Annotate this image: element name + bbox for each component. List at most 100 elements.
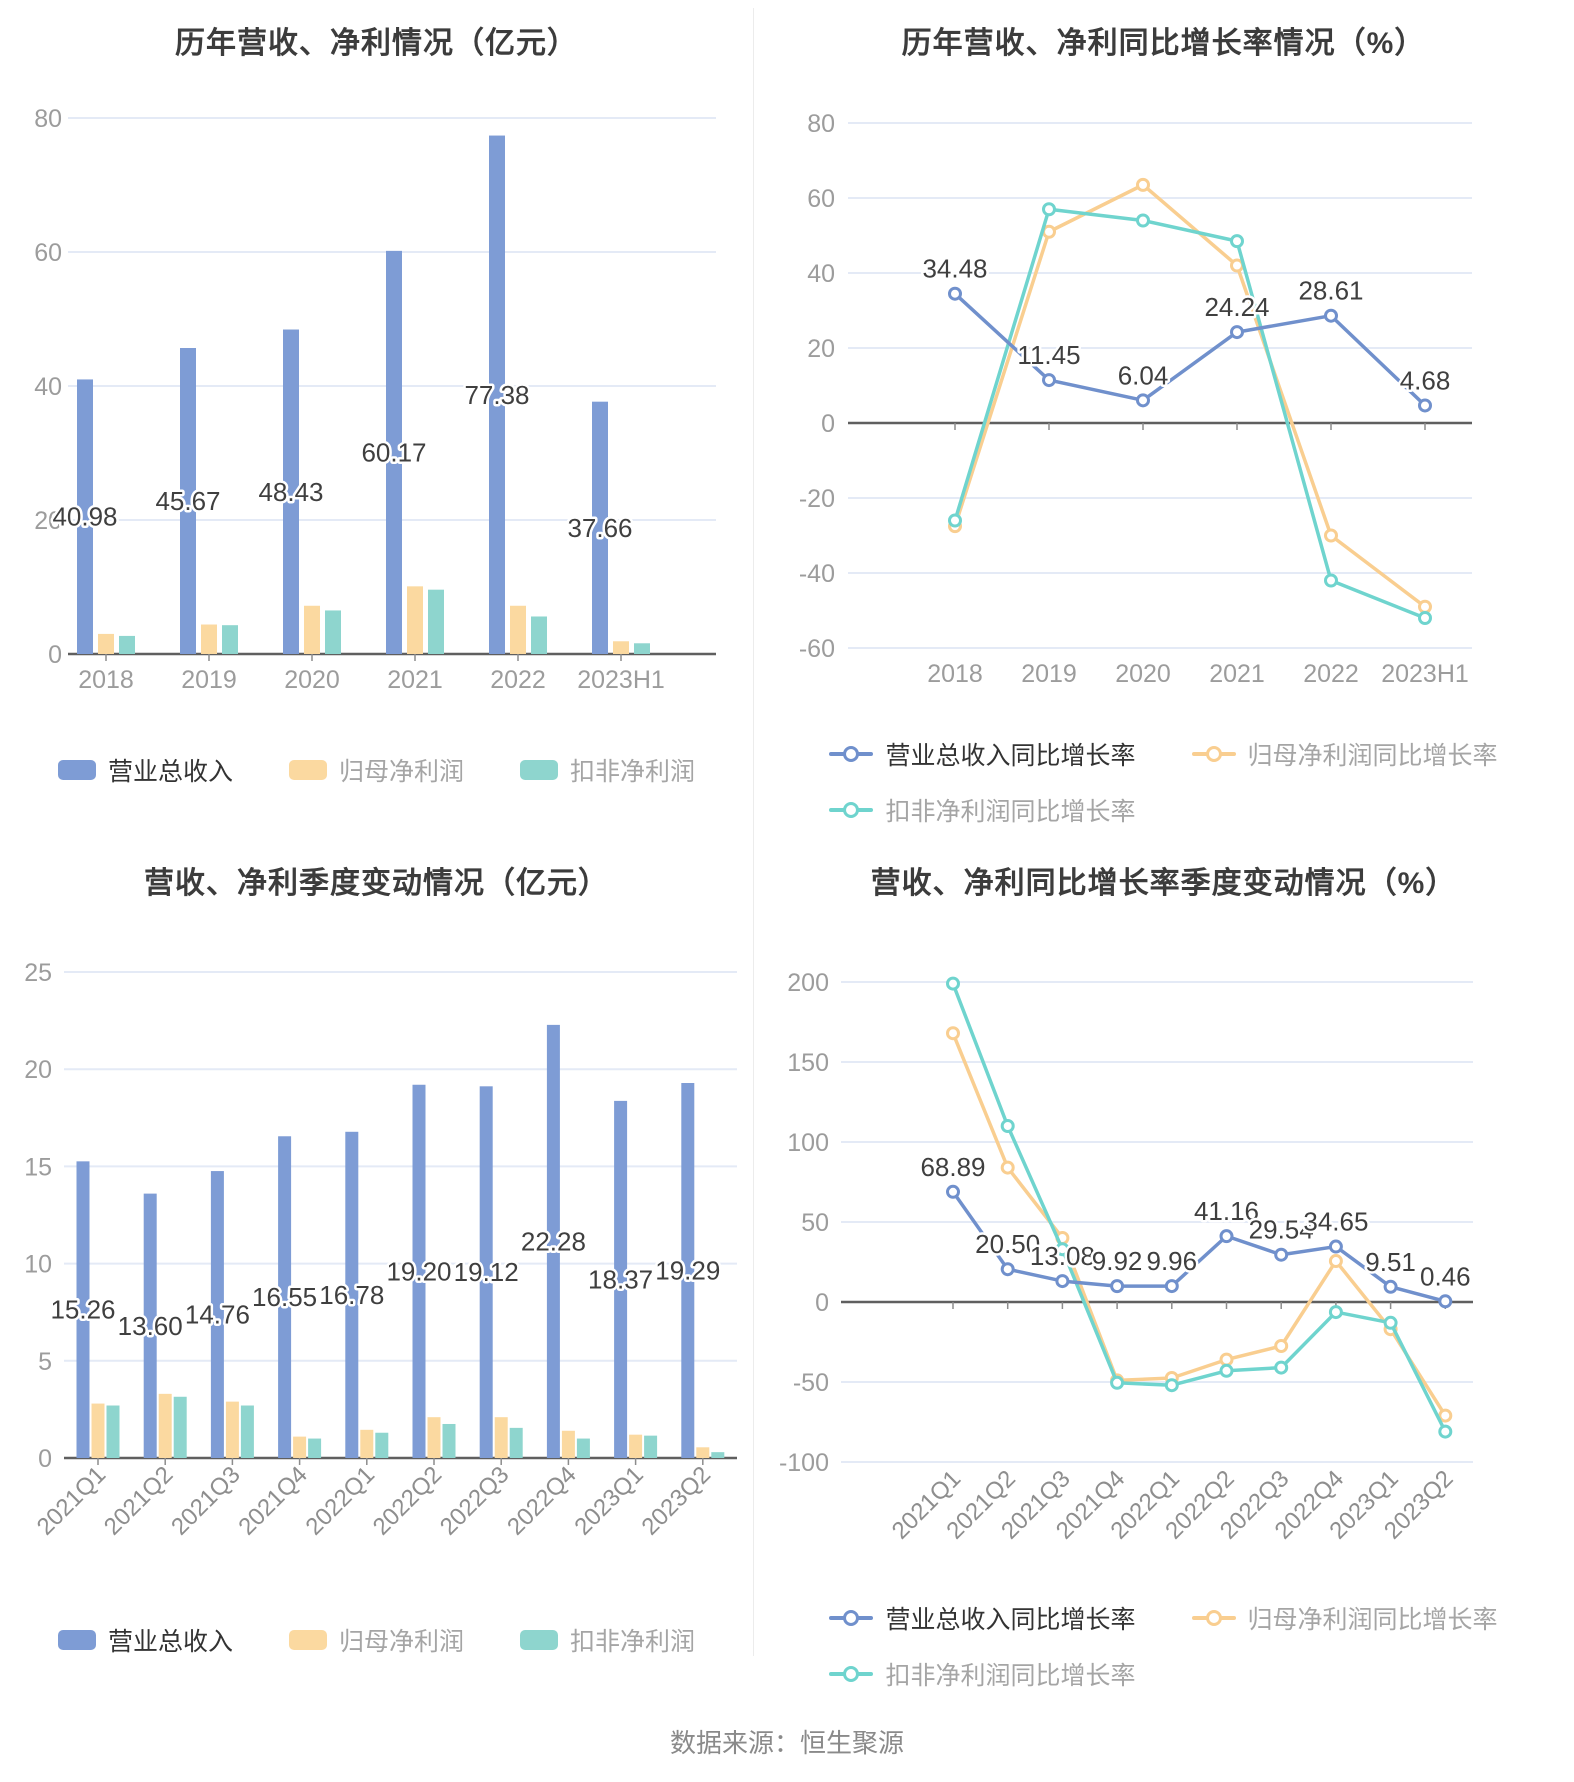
x-tick-label: 2021: [1209, 660, 1265, 688]
value-label: 48.43: [258, 477, 323, 507]
x-tick-label: 2021Q2: [99, 1461, 178, 1540]
data-point: [1274, 1247, 1289, 1262]
bar: [531, 616, 547, 654]
value-label: 18.37: [588, 1264, 653, 1294]
value-label: 9.96: [1146, 1246, 1197, 1276]
annual-growth-line-chart: -60 -40 -20 0 20 40 60 80 2018 2019 2020 2021 2022 20…: [799, 110, 1472, 688]
value-label: 34.65: [1303, 1207, 1368, 1237]
bar: [494, 1417, 508, 1458]
data-point: [1164, 1279, 1179, 1294]
bar: [325, 610, 341, 654]
data-point: [1136, 393, 1150, 408]
bar: [210, 1171, 224, 1458]
data-point: [1324, 308, 1338, 323]
bar: [412, 1084, 426, 1458]
bar: [76, 1161, 90, 1458]
data-point: [1230, 258, 1244, 273]
quarterly-amounts-legend: 营业总收入 归母净利润 扣非净利润: [0, 1622, 753, 1658]
x-tick-label: 2022: [490, 666, 546, 694]
bar: [681, 1083, 695, 1458]
bar: [629, 1434, 643, 1458]
legend-item-non-gaap[interactable]: 扣非净利润: [520, 1622, 695, 1658]
bar: [428, 589, 444, 654]
legend-item-label: 归母净利润同比增长率: [1247, 1606, 1498, 1634]
value-label: 20.50: [975, 1229, 1040, 1259]
y-tick-label: 60: [807, 185, 835, 213]
x-tick-label: 2018: [927, 660, 983, 688]
x-tick-label: 2020: [1115, 660, 1171, 688]
legend-item-label: 归母净利润: [338, 758, 464, 786]
bar: [479, 1086, 493, 1458]
bar: [442, 1423, 456, 1458]
bar: [222, 625, 238, 654]
legend-item-non-gaap[interactable]: 扣非净利润: [520, 752, 695, 788]
y-tick-label: 40: [807, 260, 835, 288]
bar: [283, 329, 299, 654]
x-tick-label: 2023H1: [1381, 660, 1469, 688]
bar: [106, 1405, 120, 1458]
bar: [360, 1429, 374, 1458]
panel-quarterly-growth: 营收、净利同比增长率季度变动情况（%） -100 -50 0 50 100 150 200 2…: [753, 820, 1574, 1700]
bar: [510, 605, 526, 654]
value-label: 9.51: [1365, 1247, 1416, 1277]
series-revenue: [948, 286, 1432, 413]
y-tick-label: 0: [48, 641, 62, 669]
value-label: 22.28: [521, 1226, 586, 1256]
value-label: 28.61: [1298, 276, 1363, 306]
data-point: [1324, 528, 1338, 543]
panel-annual-amounts: 历年营收、净利情况（亿元） 0 20 40 60 80 2018 2019 2020 2021 2…: [0, 0, 753, 820]
legend-item-revenue[interactable]: 营业总收入同比增长率: [829, 736, 1136, 772]
value-label: 60.17: [361, 437, 426, 467]
panel-quarterly-amounts: 营收、净利季度变动情况（亿元） 0 5 10 15 20 25 2021Q1 2021Q2 20…: [0, 820, 753, 1700]
data-point: [948, 286, 962, 301]
value-label: 13.60: [118, 1311, 183, 1341]
y-tick-label: 50: [801, 1209, 829, 1237]
legend-item-net-profit[interactable]: 归母净利润同比增长率: [1191, 1600, 1498, 1636]
data-point: [1230, 325, 1244, 340]
y-tick-label: -60: [799, 635, 835, 663]
data-point: [1418, 599, 1432, 614]
legend-item-label: 扣非净利润: [570, 758, 696, 786]
non-gaap-legend-marker-icon: [829, 801, 874, 819]
legend-item-net-profit[interactable]: 归母净利润: [288, 1622, 464, 1658]
y-tick-label: 100: [787, 1129, 829, 1157]
non-gaap-legend-swatch: [520, 1630, 558, 1650]
data-point: [1219, 1363, 1234, 1378]
y-tick-label: 15: [24, 1153, 52, 1181]
series-net-profit: [98, 586, 629, 654]
bar: [304, 605, 320, 654]
legend-item-revenue[interactable]: 营业总收入同比增长率: [829, 1600, 1136, 1636]
bar: [613, 641, 629, 654]
legend-item-label: 归母净利润: [338, 1628, 464, 1656]
data-point: [1000, 1160, 1015, 1175]
value-label: 16.55: [252, 1282, 317, 1312]
data-point: [1136, 213, 1150, 228]
annual-amounts-legend: 营业总收入 归母净利润 扣非净利润: [0, 752, 753, 788]
x-tick-label: 2022Q2: [368, 1461, 447, 1540]
legend-item-net-profit[interactable]: 归母净利润: [288, 752, 464, 788]
legend-item-label: 归母净利润同比增长率: [1247, 742, 1498, 770]
bar: [561, 1430, 575, 1458]
legend-item-revenue[interactable]: 营业总收入: [57, 1622, 233, 1658]
non-gaap-legend-marker-icon: [829, 1665, 874, 1683]
legend-item-label: 营业总收入同比增长率: [885, 1606, 1136, 1634]
charts-grid: 历年营收、净利情况（亿元） 0 20 40 60 80 2018 2019 2020 2021 2…: [0, 0, 1574, 1700]
quarterly-growth-line-chart: -100-500501001502002021Q12021Q22021Q3202…: [779, 969, 1473, 1545]
net-profit-legend-marker-icon: [1191, 745, 1236, 763]
legend-item-non-gaap[interactable]: 扣非净利润同比增长率: [829, 792, 1136, 828]
y-tick-label: 40: [34, 373, 62, 401]
series-non-gaap: [119, 589, 650, 654]
y-tick-label: 150: [787, 1049, 829, 1077]
bar: [293, 1436, 307, 1458]
bar: [345, 1131, 359, 1458]
series-non-gaap: [948, 202, 1432, 625]
legend-item-non-gaap[interactable]: 扣非净利润同比增长率: [829, 1656, 1136, 1692]
chart-title-quarterly-amounts: 营收、净利季度变动情况（亿元）: [144, 867, 609, 900]
value-label: 77.38: [464, 380, 529, 410]
legend-item-revenue[interactable]: 营业总收入: [57, 752, 233, 788]
y-tick-label: 0: [815, 1289, 829, 1317]
legend-item-net-profit[interactable]: 归母净利润同比增长率: [1191, 736, 1498, 772]
line: [951, 982, 1447, 1433]
bar: [711, 1452, 725, 1458]
x-tick-label: 2023H1: [577, 666, 665, 694]
